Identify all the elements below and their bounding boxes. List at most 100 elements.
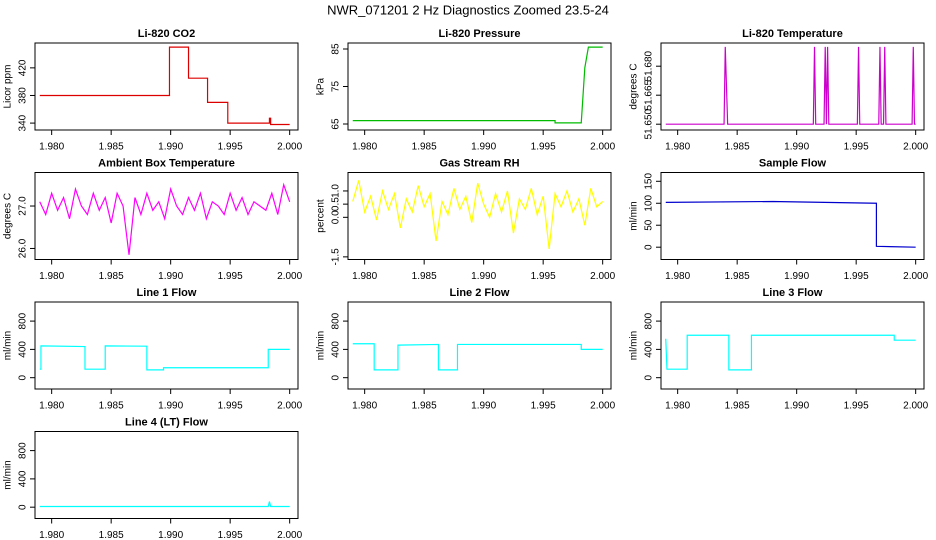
y-tick-label: 380	[18, 87, 29, 104]
x-tick-label: 1.985	[99, 530, 124, 540]
y-tick-label: 400	[644, 341, 655, 358]
y-tick-label: 0	[331, 374, 342, 380]
x-tick-label: 2.000	[590, 142, 615, 153]
y-tick-label: 51.680	[644, 50, 655, 81]
y-tick-label: 0	[644, 244, 655, 250]
x-tick-label: 1.995	[844, 142, 869, 153]
x-tick-label: 1.990	[471, 401, 496, 412]
x-tick-label: 1.985	[412, 401, 437, 412]
x-tick-label: 1.995	[218, 530, 243, 540]
panel: Li-820 Pressure kPa 1.980 1.985 1.990 1.995 2.…	[316, 28, 616, 153]
plot-area	[39, 182, 291, 255]
panel: Ambient Box Temperature degrees C 1.980 1.9…	[3, 157, 303, 282]
y-axis-label: degrees C	[629, 63, 640, 109]
x-tick-label: 1.985	[725, 142, 750, 153]
plot-box	[347, 172, 612, 260]
panel-title: Line 4 (LT) Flow	[125, 416, 208, 428]
data-line	[352, 343, 603, 371]
x-tick-label: 1.995	[531, 271, 556, 282]
plot-area	[352, 46, 603, 124]
y-tick-label: 800	[331, 312, 342, 329]
panel-title: Line 3 Flow	[763, 287, 823, 299]
x-tick-label: 1.990	[158, 271, 183, 282]
x-tick-label: 1.990	[158, 401, 183, 412]
y-tick-label: 150	[644, 173, 655, 190]
x-tick-label: 1.995	[531, 401, 556, 412]
y-tick-label: 85	[331, 43, 342, 55]
plot-area	[352, 180, 604, 250]
y-axis-label: ml/min	[629, 201, 640, 230]
y-tick-label: -1.5	[331, 248, 342, 266]
plot-box	[347, 301, 612, 390]
x-tick-label: 1.985	[725, 271, 750, 282]
y-axis-label: percent	[316, 199, 327, 233]
x-tick-label: 1.990	[784, 142, 809, 153]
panel-title: Line 1 Flow	[137, 287, 197, 299]
y-tick-label: 800	[18, 312, 29, 329]
y-tick-label: 65	[331, 118, 342, 130]
x-tick-label: 1.985	[99, 142, 124, 153]
plot-box	[34, 301, 299, 390]
plot-box	[347, 42, 612, 131]
panel-title: Gas Stream RH	[439, 157, 519, 169]
x-tick-label: 1.985	[412, 271, 437, 282]
x-tick-label: 1.990	[784, 271, 809, 282]
x-tick-label: 1.980	[39, 142, 64, 153]
x-tick-label: 2.000	[277, 271, 302, 282]
x-tick-label: 1.980	[665, 142, 690, 153]
x-tick-label: 2.000	[590, 401, 615, 412]
data-line	[665, 46, 916, 125]
x-tick-label: 1.995	[218, 401, 243, 412]
data-line	[665, 334, 916, 371]
y-axis-label: ml/min	[3, 331, 14, 360]
y-axis-label: Licor ppm	[3, 65, 14, 109]
y-tick-label: 800	[18, 442, 29, 459]
x-tick-label: 1.990	[471, 271, 496, 282]
data-line	[39, 182, 291, 255]
y-tick-label: 50	[644, 219, 655, 231]
data-line	[352, 180, 604, 250]
y-axis-label: degrees C	[3, 193, 14, 239]
y-tick-label: 26.0	[18, 238, 29, 258]
data-line	[39, 345, 290, 371]
y-tick-label: 400	[18, 341, 29, 358]
x-tick-label: 2.000	[590, 271, 615, 282]
y-axis-label: ml/min	[629, 331, 640, 360]
plot-box	[34, 431, 299, 519]
plot-area	[352, 343, 603, 371]
panel-title: Sample Flow	[759, 157, 827, 169]
plot-box	[660, 172, 925, 260]
x-tick-label: 2.000	[277, 142, 302, 153]
data-line	[39, 46, 290, 126]
panel: Line 3 Flow ml/min 1.980 1.985 1.990 1.995 2.0…	[629, 287, 929, 412]
y-tick-label: 420	[18, 59, 29, 76]
plot-area	[39, 46, 290, 126]
x-tick-label: 1.990	[158, 530, 183, 540]
panel: Line 2 Flow ml/min 1.980 1.985 1.990 1.995 2.0…	[316, 287, 616, 412]
data-line	[352, 46, 603, 124]
x-tick-label: 1.980	[39, 401, 64, 412]
x-tick-label: 1.995	[844, 271, 869, 282]
x-tick-label: 1.985	[725, 401, 750, 412]
y-tick-label: 0.5	[331, 197, 342, 211]
panel-title: Ambient Box Temperature	[98, 157, 235, 169]
plot-box	[660, 42, 925, 131]
plot-area	[665, 334, 916, 371]
x-tick-label: 2.000	[277, 530, 302, 540]
y-tick-label: 51.650	[644, 108, 655, 139]
x-tick-label: 1.980	[352, 142, 377, 153]
plot-area	[39, 345, 290, 371]
plot-box	[34, 172, 299, 260]
y-axis-label: kPa	[316, 77, 327, 95]
x-tick-label: 2.000	[277, 401, 302, 412]
plot-area	[665, 200, 916, 248]
panel-title: Li-820 CO2	[138, 28, 195, 40]
y-axis-label: ml/min	[316, 331, 327, 360]
plot-area	[665, 46, 916, 125]
y-tick-label: 0	[18, 374, 29, 380]
y-tick-label: 0.0	[331, 210, 342, 224]
y-tick-label: 100	[644, 194, 655, 211]
x-tick-label: 1.985	[99, 271, 124, 282]
x-tick-label: 1.995	[218, 142, 243, 153]
